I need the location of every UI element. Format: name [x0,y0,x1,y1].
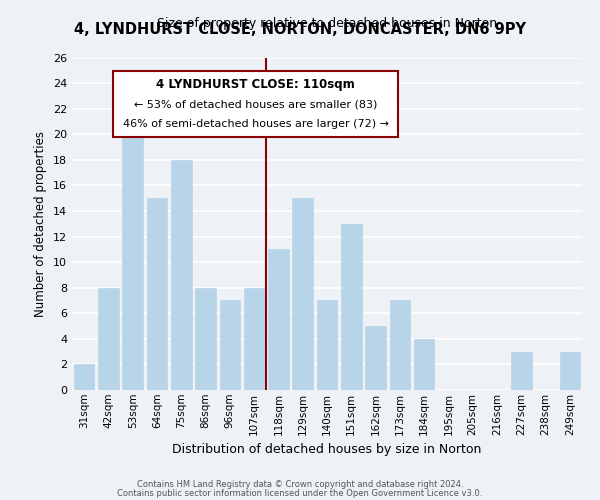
Bar [292,198,313,390]
Bar [244,288,265,390]
Bar [146,198,167,390]
Bar [171,160,191,390]
Text: ← 53% of detached houses are smaller (83): ← 53% of detached houses are smaller (83… [134,99,377,109]
FancyBboxPatch shape [113,71,398,138]
Bar [195,288,216,390]
Bar [341,224,362,390]
X-axis label: Distribution of detached houses by size in Norton: Distribution of detached houses by size … [172,443,482,456]
Bar [122,108,143,390]
Title: Size of property relative to detached houses in Norton: Size of property relative to detached ho… [157,17,497,30]
Bar [74,364,94,390]
Text: Contains public sector information licensed under the Open Government Licence v3: Contains public sector information licen… [118,489,482,498]
Text: 4 LYNDHURST CLOSE: 110sqm: 4 LYNDHURST CLOSE: 110sqm [156,78,355,90]
Bar [511,352,532,390]
Text: Contains HM Land Registry data © Crown copyright and database right 2024.: Contains HM Land Registry data © Crown c… [137,480,463,489]
Bar [560,352,580,390]
Bar [317,300,337,390]
Bar [268,250,289,390]
Text: 46% of semi-detached houses are larger (72) →: 46% of semi-detached houses are larger (… [122,119,389,129]
Bar [365,326,386,390]
Bar [98,288,119,390]
Bar [414,339,434,390]
Text: 4, LYNDHURST CLOSE, NORTON, DONCASTER, DN6 9PY: 4, LYNDHURST CLOSE, NORTON, DONCASTER, D… [74,22,526,38]
Bar [389,300,410,390]
Y-axis label: Number of detached properties: Number of detached properties [34,130,47,317]
Bar [220,300,240,390]
